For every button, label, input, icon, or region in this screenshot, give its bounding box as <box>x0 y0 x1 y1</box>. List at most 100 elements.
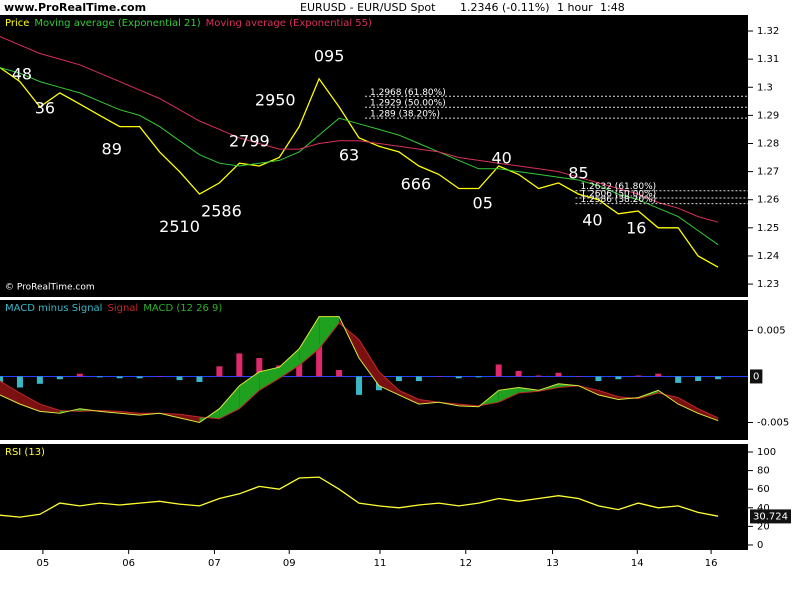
series-line <box>0 322 719 420</box>
rsi-panel <box>0 444 748 550</box>
histogram-bar <box>595 376 602 382</box>
x-tick-label: 05 <box>37 558 50 569</box>
crossover-fill <box>39 404 60 414</box>
histogram-bar <box>36 376 43 384</box>
crossover-fill <box>279 348 300 379</box>
crossover-fill <box>698 408 719 421</box>
interval: 1 hour <box>557 1 593 14</box>
histogram-bar <box>515 370 522 377</box>
y-tick-label: 20 <box>757 521 770 532</box>
histogram-bar <box>555 372 562 377</box>
histogram-bar <box>56 376 63 380</box>
y-tick-label: 1.26 <box>757 195 779 206</box>
annotation: 63 <box>339 146 359 165</box>
y-tick-label: 1.23 <box>757 279 779 290</box>
histogram-bar <box>296 359 303 377</box>
annotation: 05 <box>473 194 493 213</box>
histogram-bar <box>236 353 243 377</box>
y-tick-label: 1.3 <box>757 82 773 93</box>
annotation: 095 <box>314 47 345 66</box>
fib-label: 1.289 (38.20%) <box>370 110 440 120</box>
histogram-bar <box>615 376 622 380</box>
annotation: 2510 <box>159 217 200 236</box>
fib-label: 1.2586 (38.20%) <box>580 195 656 205</box>
histogram-bar <box>415 376 422 382</box>
histogram-bar <box>575 376 582 377</box>
histogram-bar <box>136 376 143 379</box>
legend-entry: RSI (13) <box>5 447 45 458</box>
histogram-bar <box>256 358 263 377</box>
histogram-bar <box>336 370 343 377</box>
crossover-fill <box>319 316 340 349</box>
crossover-fill <box>0 381 20 405</box>
y-tick-label: 1.25 <box>757 223 779 234</box>
histogram-bar <box>455 376 462 379</box>
site: www.ProRealTime.com <box>4 1 146 14</box>
y-tick-label: -0.005 <box>757 418 789 429</box>
crossover-fill <box>19 393 40 412</box>
fib-label: 1.2968 (61.80%) <box>370 88 446 98</box>
y-tick-label: 0 <box>757 540 763 551</box>
instrument: EURUSD - EUR/USD Spot <box>300 1 436 14</box>
histogram-bar <box>156 376 163 377</box>
histogram-bar <box>675 376 682 383</box>
histogram-bar <box>715 376 722 380</box>
histogram-bar <box>16 376 23 388</box>
x-tick-label: 16 <box>705 558 718 569</box>
annotation: 2950 <box>255 91 296 110</box>
histogram-bar <box>76 373 83 377</box>
y-tick-label: 100 <box>757 447 776 458</box>
legend-entry: MACD minus Signal <box>5 303 102 314</box>
histogram-bar <box>495 364 502 377</box>
price-panel <box>0 15 748 297</box>
y-tick-label: 1.31 <box>757 54 779 65</box>
x-tick-label: 07 <box>208 558 221 569</box>
histogram-bar <box>216 366 223 377</box>
series-line <box>0 67 719 246</box>
annotation: 40 <box>491 149 511 168</box>
crossover-fill <box>179 414 200 423</box>
annotation: 36 <box>35 99 55 118</box>
y-tick-label: 60 <box>757 484 770 495</box>
fib-label: 1.2929 (50.00%) <box>370 99 446 109</box>
y-tick-label: 1.28 <box>757 138 779 149</box>
fib-label: 1.2606 (50.00%) <box>580 190 656 200</box>
legend-entry: Moving average (Exponential 21) <box>34 18 200 29</box>
x-tick-label: 14 <box>631 558 644 569</box>
series-line <box>0 316 719 424</box>
last-value: 30.724 <box>753 511 788 522</box>
annotation: 16 <box>626 219 646 238</box>
y-tick-label: 1.29 <box>757 110 779 121</box>
histogram-bar <box>475 376 482 378</box>
crossover-fill <box>299 316 320 366</box>
histogram-bar <box>116 376 123 379</box>
fib-label: 1.2632 (61.80%) <box>580 182 656 192</box>
x-tick-label: 11 <box>374 558 387 569</box>
crossover-fill <box>359 339 379 386</box>
annotation: 85 <box>568 164 588 183</box>
crossover-fill <box>398 390 419 405</box>
y-tick-label: 80 <box>757 466 770 477</box>
last-value: 0 <box>753 371 759 382</box>
histogram-bar <box>356 376 363 395</box>
y-tick-label: 1.24 <box>757 251 779 262</box>
series-line <box>0 67 719 268</box>
histogram-bar <box>435 376 442 377</box>
copyright: © ProRealTime.com <box>5 283 95 293</box>
annotation: 40 <box>582 211 602 230</box>
annotation: 2799 <box>229 132 270 151</box>
legend-entry: Price <box>5 18 29 29</box>
last-value-box <box>750 509 791 524</box>
y-tick-label: 40 <box>757 503 770 514</box>
quote: 1.2346 (-0.11%) <box>460 1 549 14</box>
histogram-bar <box>695 376 702 382</box>
histogram-bar <box>316 344 323 377</box>
legend-entry: Moving average (Exponential 55) <box>206 18 372 29</box>
annotation: 666 <box>401 175 432 194</box>
crossover-fill <box>378 371 399 395</box>
histogram-bar <box>196 376 203 382</box>
crossover-fill <box>678 397 699 414</box>
crossover-fill <box>239 371 260 409</box>
